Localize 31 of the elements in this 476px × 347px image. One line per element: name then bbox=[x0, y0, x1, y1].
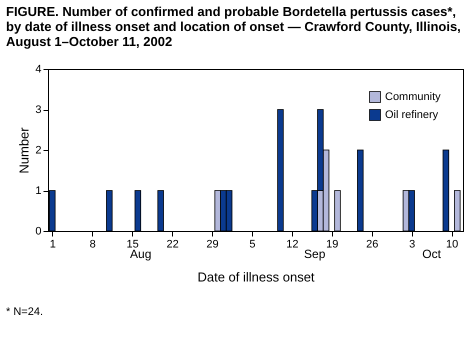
x-tick-label: 1 bbox=[50, 238, 56, 250]
bar bbox=[454, 190, 461, 232]
legend-label: Community bbox=[385, 91, 442, 103]
y-axis-title: Number bbox=[16, 126, 32, 174]
y-tick-label: 3 bbox=[35, 104, 42, 116]
x-tick-label: 5 bbox=[249, 238, 256, 250]
text: * N=24. bbox=[6, 306, 44, 318]
text: Oct bbox=[422, 247, 442, 261]
y-tick-label: 2 bbox=[35, 144, 42, 156]
bar bbox=[277, 109, 284, 232]
x-axis-title: Date of illness onset bbox=[197, 270, 315, 284]
x-tick-label: 26 bbox=[366, 238, 378, 250]
x-tick-label: 19 bbox=[326, 238, 338, 250]
x-tick-label: 29 bbox=[206, 238, 219, 250]
bar bbox=[157, 190, 164, 232]
x-tick-label: 22 bbox=[166, 238, 179, 250]
y-tick-label: 0 bbox=[35, 226, 42, 238]
chart-title: FIGURE. Number of confirmed and probable Bordetella pertussis cases*, by date of illness onset and location of onset — Crawford County, Illinois, August 1–October 11, 2002 bbox=[6, 4, 461, 49]
text: Sep bbox=[304, 247, 326, 261]
bar bbox=[442, 150, 450, 232]
bar bbox=[106, 190, 113, 232]
x-tick-label: 8 bbox=[90, 238, 96, 250]
bar bbox=[334, 190, 341, 232]
x-tick-label: 10 bbox=[446, 238, 458, 250]
y-tick-label: 1 bbox=[35, 185, 42, 197]
y-tick-label: 4 bbox=[35, 64, 42, 76]
bar bbox=[134, 190, 142, 232]
legend-label: Oil refinery bbox=[385, 109, 439, 121]
x-tick-label: 3 bbox=[409, 238, 416, 250]
x-tick-label: 12 bbox=[286, 238, 298, 250]
bar bbox=[357, 150, 364, 232]
